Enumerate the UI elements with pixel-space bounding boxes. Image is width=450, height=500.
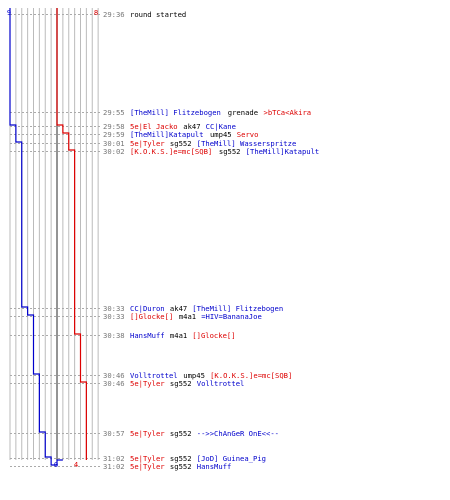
- event-time: 30:46: [103, 379, 125, 388]
- event-time: 29:58: [103, 122, 125, 131]
- event-row: 30:46 Volltrottel ump45 [K.O.K.S.]e=mc[SQ…: [103, 371, 292, 380]
- event-row: 30:38 HansMuff m4a1 []Glocke[]: [103, 331, 236, 340]
- player-name-red: 5e|Tyler: [130, 379, 165, 388]
- player-name-red: 5e|Tyler: [130, 462, 165, 471]
- player-name-blue: [TheMill]Katapult: [130, 130, 204, 139]
- red-alive-line: [56, 8, 87, 460]
- event-row: 29:36 round started: [103, 10, 186, 19]
- event-time: 30:57: [103, 429, 125, 438]
- player-name-red: 5e|Tyler: [130, 139, 165, 148]
- event-row: 30:33 CC|Duron ak47 [TheMill] Flitzebogen: [103, 304, 283, 313]
- event-time: 29:36: [103, 10, 125, 19]
- player-name-blue: [TheMill] Flitzebogen: [130, 108, 221, 117]
- event-weapon: ump45: [179, 371, 209, 380]
- event-time: 30:33: [103, 304, 125, 313]
- event-time: 31:02: [103, 454, 125, 463]
- event-row: 29:59 [TheMill]Katapult ump45 Servo: [103, 130, 258, 139]
- player-name-blue: [JoD] Guinea_Pig: [197, 454, 266, 463]
- event-weapon: sg552: [215, 147, 245, 156]
- event-weapon: m4a1: [175, 312, 201, 321]
- player-name-blue: =HIV=BananaJoe: [201, 312, 262, 321]
- player-name-blue: CC|Kane: [206, 122, 236, 131]
- player-name-blue: [TheMill]Katapult: [246, 147, 320, 156]
- event-time: 29:55: [103, 108, 125, 117]
- event-weapon: sg552: [166, 429, 196, 438]
- event-weapon: grenade: [223, 108, 262, 117]
- blue-start-count: 9: [7, 8, 11, 17]
- player-count-grid: [9, 8, 99, 460]
- event-weapon: sg552: [166, 462, 196, 471]
- event-row: 30:01 5e|Tyler sg552 [TheMill] Wasserspri…: [103, 139, 296, 148]
- event-leader-lines: [10, 14, 101, 467]
- player-name-red: [K.O.K.S.]e=mc[SQB]: [130, 147, 212, 156]
- event-weapon: round started: [130, 10, 186, 19]
- event-row: 30:46 5e|Tyler sg552 Volltrottel: [103, 379, 244, 388]
- event-weapon: ak47: [179, 122, 205, 131]
- red-start-count: 8: [94, 8, 98, 17]
- player-name-red: Servo: [237, 130, 259, 139]
- player-name-blue: Volltrottel: [197, 379, 245, 388]
- event-row: 29:58 5e|El Jacko ak47 CC|Kane: [103, 122, 236, 131]
- event-time: 29:59: [103, 130, 125, 139]
- player-name-red: 5e|El Jacko: [130, 122, 178, 131]
- event-weapon: sg552: [166, 454, 196, 463]
- player-name-blue: -->>ChAnGeR OnE<<--: [197, 429, 279, 438]
- event-weapon: ak47: [166, 304, 192, 313]
- event-row: 30:02 [K.O.K.S.]e=mc[SQB] sg552 [TheMill]…: [103, 147, 319, 156]
- player-name-red: []Glocke[]: [130, 312, 173, 321]
- event-time: 31:02: [103, 462, 125, 471]
- player-name-red: [K.O.K.S.]e=mc[SQB]: [210, 371, 292, 380]
- event-time: 30:46: [103, 371, 125, 380]
- player-name-blue: Volltrottel: [130, 371, 178, 380]
- player-name-blue: HansMuff: [197, 462, 232, 471]
- alive-step-lines: [9, 8, 87, 466]
- player-name-red: >bTCa<Akira: [264, 108, 312, 117]
- event-weapon: sg552: [166, 379, 196, 388]
- player-name-red: 5e|Tyler: [130, 454, 165, 463]
- event-time: 30:38: [103, 331, 125, 340]
- player-name-blue: HansMuff: [130, 331, 165, 340]
- event-row: 31:02 5e|Tyler sg552 HansMuff: [103, 462, 231, 471]
- event-time: 30:02: [103, 147, 125, 156]
- event-row: 31:02 5e|Tyler sg552 [JoD] Guinea_Pig: [103, 454, 266, 463]
- red-end-count: 4: [74, 460, 78, 469]
- player-name-red: []Glocke[]: [192, 331, 235, 340]
- kill-event-list: 29:36 round started 29:55 [TheMill] Flitzeb…: [103, 10, 319, 471]
- player-name-blue: [TheMill] Flitzebogen: [192, 304, 283, 313]
- player-name-blue: CC|Duron: [130, 304, 165, 313]
- event-weapon: sg552: [166, 139, 196, 148]
- event-row: 29:55 [TheMill] Flitzebogen grenade >bTCa…: [103, 108, 311, 117]
- event-row: 30:57 5e|Tyler sg552 -->>ChAnGeR OnE<<--: [103, 429, 279, 438]
- player-name-blue: [TheMill] Wasserspritze: [197, 139, 297, 148]
- event-time: 30:33: [103, 312, 125, 321]
- event-time: 30:01: [103, 139, 125, 148]
- player-name-red: 5e|Tyler: [130, 429, 165, 438]
- event-row: 30:33 []Glocke[] m4a1 =HIV=BananaJoe: [103, 312, 262, 321]
- blue-end-count: 0: [54, 460, 58, 469]
- event-weapon: m4a1: [166, 331, 192, 340]
- blue-alive-line: [9, 8, 63, 466]
- event-weapon: ump45: [206, 130, 236, 139]
